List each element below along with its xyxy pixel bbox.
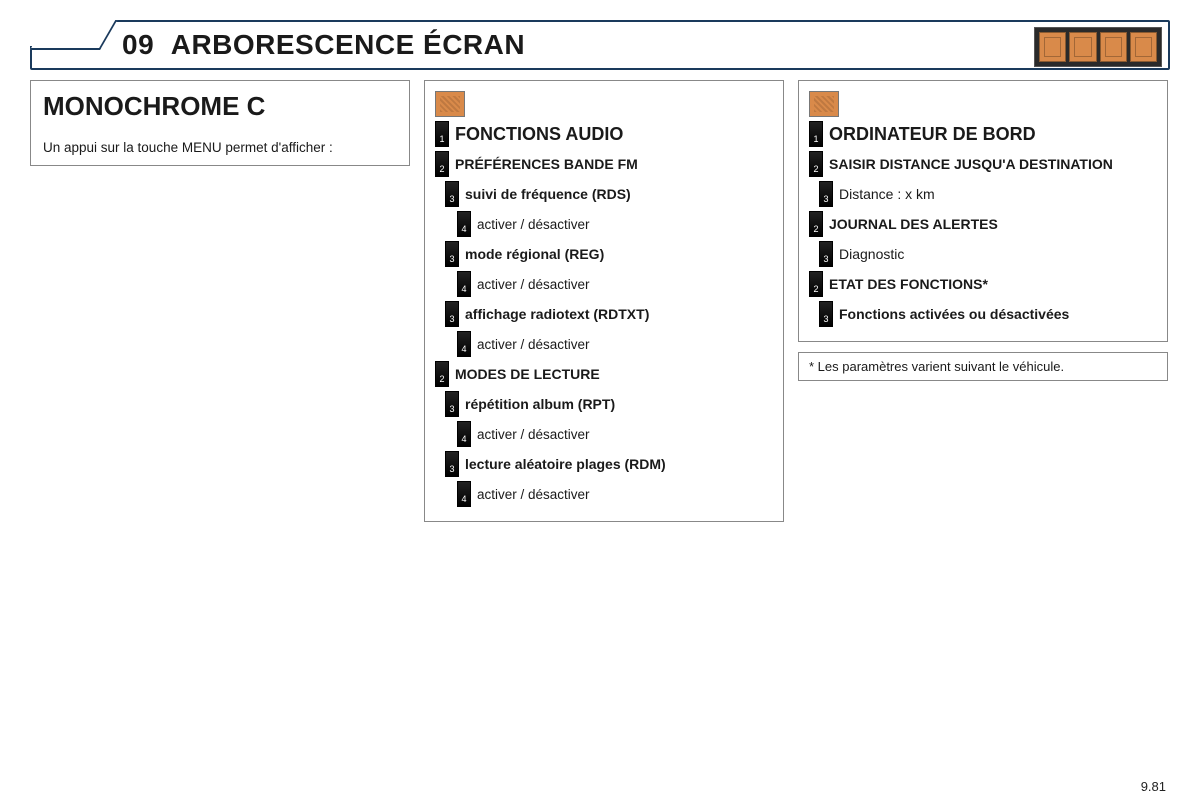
level-badge: 3 [445, 301, 459, 327]
tree-item-label: suivi de fréquence (RDS) [465, 186, 631, 202]
level-badge: 4 [457, 421, 471, 447]
tree-item: 2 PRÉFÉRENCES BANDE FM [435, 151, 773, 177]
tree-item: 2 ETAT DES FONCTIONS* [809, 271, 1157, 297]
tree-item-label: Distance : x km [839, 186, 935, 202]
left-column: MONOCHROME C Un appui sur la touche MENU… [30, 80, 410, 166]
tree-item-label: JOURNAL DES ALERTES [829, 216, 998, 232]
tree-item: 1 ORDINATEUR DE BORD [809, 121, 1157, 147]
chapter-number: 09 [122, 29, 154, 60]
tree-item-label: ETAT DES FONCTIONS* [829, 276, 988, 292]
header-mini-icon [1039, 32, 1066, 62]
tree-item: 3 mode régional (REG) [435, 241, 773, 267]
tree-item-label: lecture aléatoire plages (RDM) [465, 456, 666, 472]
tree-item-label: PRÉFÉRENCES BANDE FM [455, 156, 638, 172]
page-number: 9.81 [1141, 779, 1166, 794]
tree-item: 4 activer / désactiver [435, 331, 773, 357]
tree-item: 2 JOURNAL DES ALERTES [809, 211, 1157, 237]
tree-item-label: mode régional (REG) [465, 246, 604, 262]
tree-item: 2 MODES DE LECTURE [435, 361, 773, 387]
tree-item: 2 SAISIR DISTANCE JUSQU'A DESTINATION [809, 151, 1157, 177]
level-badge: 3 [445, 241, 459, 267]
level-badge: 3 [445, 391, 459, 417]
screen-model-title: MONOCHROME C [43, 91, 397, 122]
level-badge: 2 [809, 151, 823, 177]
content-columns: MONOCHROME C Un appui sur la touche MENU… [30, 80, 1170, 522]
trip-menu-tree: 1 ORDINATEUR DE BORD 2 SAISIR DISTANCE JUSQ… [809, 121, 1157, 327]
fuel-icon [809, 91, 839, 117]
level-badge: 4 [457, 331, 471, 357]
page-header: 09 ARBORESCENCE ÉCRAN [30, 20, 1170, 70]
tree-item: 3 affichage radiotext (RDTXT) [435, 301, 773, 327]
footnote: * Les paramètres varient suivant le véhi… [798, 352, 1168, 381]
level-badge: 1 [435, 121, 449, 147]
tree-item-label: SAISIR DISTANCE JUSQU'A DESTINATION [829, 156, 1113, 172]
tree-item: 3 Distance : x km [809, 181, 1157, 207]
audio-menu-tree: 1 FONCTIONS AUDIO 2 PRÉFÉRENCES BANDE FM 3 su… [435, 121, 773, 507]
level-badge: 2 [809, 271, 823, 297]
intro-text: Un appui sur la touche MENU permet d'aff… [43, 140, 397, 155]
intro-panel: MONOCHROME C Un appui sur la touche MENU… [30, 80, 410, 166]
tree-item-label: MODES DE LECTURE [455, 366, 600, 382]
tree-item: 4 activer / désactiver [435, 211, 773, 237]
tree-item-label: répétition album (RPT) [465, 396, 615, 412]
chapter-title: ARBORESCENCE ÉCRAN [171, 29, 525, 60]
level-badge: 3 [445, 451, 459, 477]
tree-item: 4 activer / désactiver [435, 481, 773, 507]
tree-item: 3 répétition album (RPT) [435, 391, 773, 417]
tree-item-label: activer / désactiver [477, 337, 590, 352]
tree-item: 4 activer / désactiver [435, 271, 773, 297]
header-bar: 09 ARBORESCENCE ÉCRAN [30, 20, 1170, 70]
tree-item-label: activer / désactiver [477, 277, 590, 292]
tree-item-label: affichage radiotext (RDTXT) [465, 306, 649, 322]
level-badge: 4 [457, 271, 471, 297]
level-badge: 3 [819, 301, 833, 327]
tree-item-label: FONCTIONS AUDIO [455, 124, 623, 145]
tree-item-label: activer / désactiver [477, 487, 590, 502]
level-badge: 3 [819, 181, 833, 207]
header-tab-mask [28, 18, 78, 46]
tree-item: 4 activer / désactiver [435, 421, 773, 447]
level-badge: 3 [819, 241, 833, 267]
level-badge: 2 [435, 361, 449, 387]
level-badge: 3 [445, 181, 459, 207]
middle-column: 1 FONCTIONS AUDIO 2 PRÉFÉRENCES BANDE FM 3 su… [424, 80, 784, 522]
header-mini-icon [1100, 32, 1127, 62]
tree-item: 1 FONCTIONS AUDIO [435, 121, 773, 147]
header-mini-icon [1130, 32, 1157, 62]
trip-computer-panel: 1 ORDINATEUR DE BORD 2 SAISIR DISTANCE JUSQ… [798, 80, 1168, 342]
tree-item: 3 Diagnostic [809, 241, 1157, 267]
tree-item-label: Diagnostic [839, 246, 904, 262]
tree-item-label: Fonctions activées ou désactivées [839, 306, 1069, 322]
tree-item: 3 Fonctions activées ou désactivées [809, 301, 1157, 327]
level-badge: 4 [457, 211, 471, 237]
tree-item-label: ORDINATEUR DE BORD [829, 124, 1036, 145]
level-badge: 2 [809, 211, 823, 237]
page-title: 09 ARBORESCENCE ÉCRAN [122, 29, 525, 61]
tree-item: 3 lecture aléatoire plages (RDM) [435, 451, 773, 477]
header-icon-strip [1034, 27, 1162, 67]
level-badge: 4 [457, 481, 471, 507]
level-badge: 1 [809, 121, 823, 147]
settings-icon [435, 91, 465, 117]
right-column: 1 ORDINATEUR DE BORD 2 SAISIR DISTANCE JUSQ… [798, 80, 1168, 381]
audio-functions-panel: 1 FONCTIONS AUDIO 2 PRÉFÉRENCES BANDE FM 3 su… [424, 80, 784, 522]
tree-item-label: activer / désactiver [477, 427, 590, 442]
tree-item: 3 suivi de fréquence (RDS) [435, 181, 773, 207]
header-mini-icon [1069, 32, 1096, 62]
tree-item-label: activer / désactiver [477, 217, 590, 232]
level-badge: 2 [435, 151, 449, 177]
